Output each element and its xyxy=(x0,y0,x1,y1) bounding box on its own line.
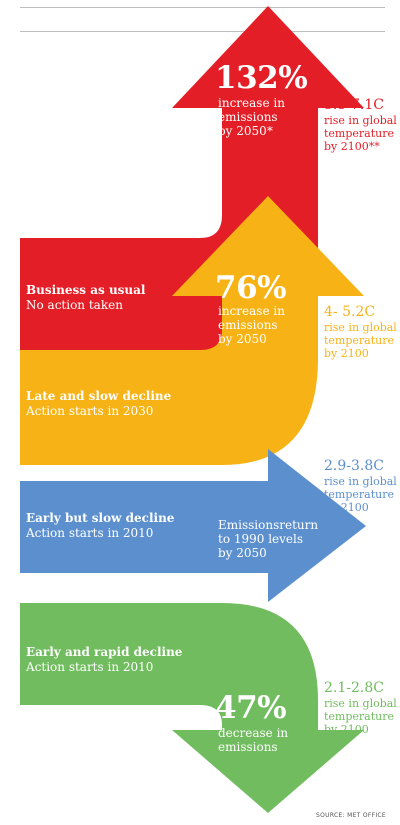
temperature-desc-line: temperature xyxy=(324,334,395,347)
emissions-desc-line: increase in xyxy=(218,304,285,318)
temperature-desc-line: temperature xyxy=(324,488,395,501)
temperature-range: 2.1-2.8C xyxy=(324,680,384,696)
emissions-desc-line: by 2050 xyxy=(218,546,267,560)
temperature-desc-line: by 2100 xyxy=(324,501,369,514)
scenario-title: Early and rapid decline xyxy=(26,645,183,659)
scenario-subtitle: No action taken xyxy=(26,298,123,312)
temperature-desc-line: rise in global xyxy=(324,114,397,127)
top-rule-2 xyxy=(20,31,385,32)
emissions-desc-line: to 1990 levels xyxy=(218,532,304,546)
temperature-desc-line: by 2100 xyxy=(324,347,369,360)
emissions-percent: 132% xyxy=(215,60,308,96)
emissions-desc-line: emissions xyxy=(218,318,278,332)
scenario-subtitle: Action starts in 2030 xyxy=(26,404,154,418)
emissions-desc-line: by 2050* xyxy=(218,124,273,138)
scenario-title: Business as usual xyxy=(26,283,146,297)
emissions-percent: 47% xyxy=(215,690,287,726)
late-slow-arrow xyxy=(20,196,364,465)
temperature-desc-line: rise in global xyxy=(324,321,397,334)
source-credit: SOURCE: MET OFFICE xyxy=(316,812,387,819)
scenario-subtitle: Action starts in 2010 xyxy=(26,526,154,540)
temperature-range: 5.5-7.1C xyxy=(324,97,384,113)
emissions-desc-line: by 2050 xyxy=(218,332,267,346)
emissions-desc-line: Emissionsreturn xyxy=(218,518,319,532)
early-slow-arrow xyxy=(20,449,366,602)
emissions-desc-line: emissions xyxy=(218,110,278,124)
scenario-title: Early but slow decline xyxy=(26,511,175,525)
temperature-desc-line: by 2100 xyxy=(324,723,369,736)
top-rule xyxy=(20,7,385,8)
temperature-desc-line: temperature xyxy=(324,710,395,723)
emissions-desc-line: increase in xyxy=(218,96,285,110)
emissions-desc-line: emissions xyxy=(218,740,278,754)
temperature-desc-line: temperature xyxy=(324,127,395,140)
temperature-range: 2.9-3.8C xyxy=(324,458,384,474)
temperature-desc-line: rise in global xyxy=(324,475,397,488)
emissions-desc-line: decrease in xyxy=(218,726,289,740)
scenario-title: Late and slow decline xyxy=(26,389,172,403)
temperature-range: 4- 5.2C xyxy=(324,304,376,320)
scenario-subtitle: Action starts in 2010 xyxy=(26,660,154,674)
temperature-desc-line: rise in global xyxy=(324,697,397,710)
emissions-percent: 76% xyxy=(215,270,287,306)
temperature-desc-line: by 2100** xyxy=(324,140,380,153)
early-rapid-arrow xyxy=(20,603,364,813)
